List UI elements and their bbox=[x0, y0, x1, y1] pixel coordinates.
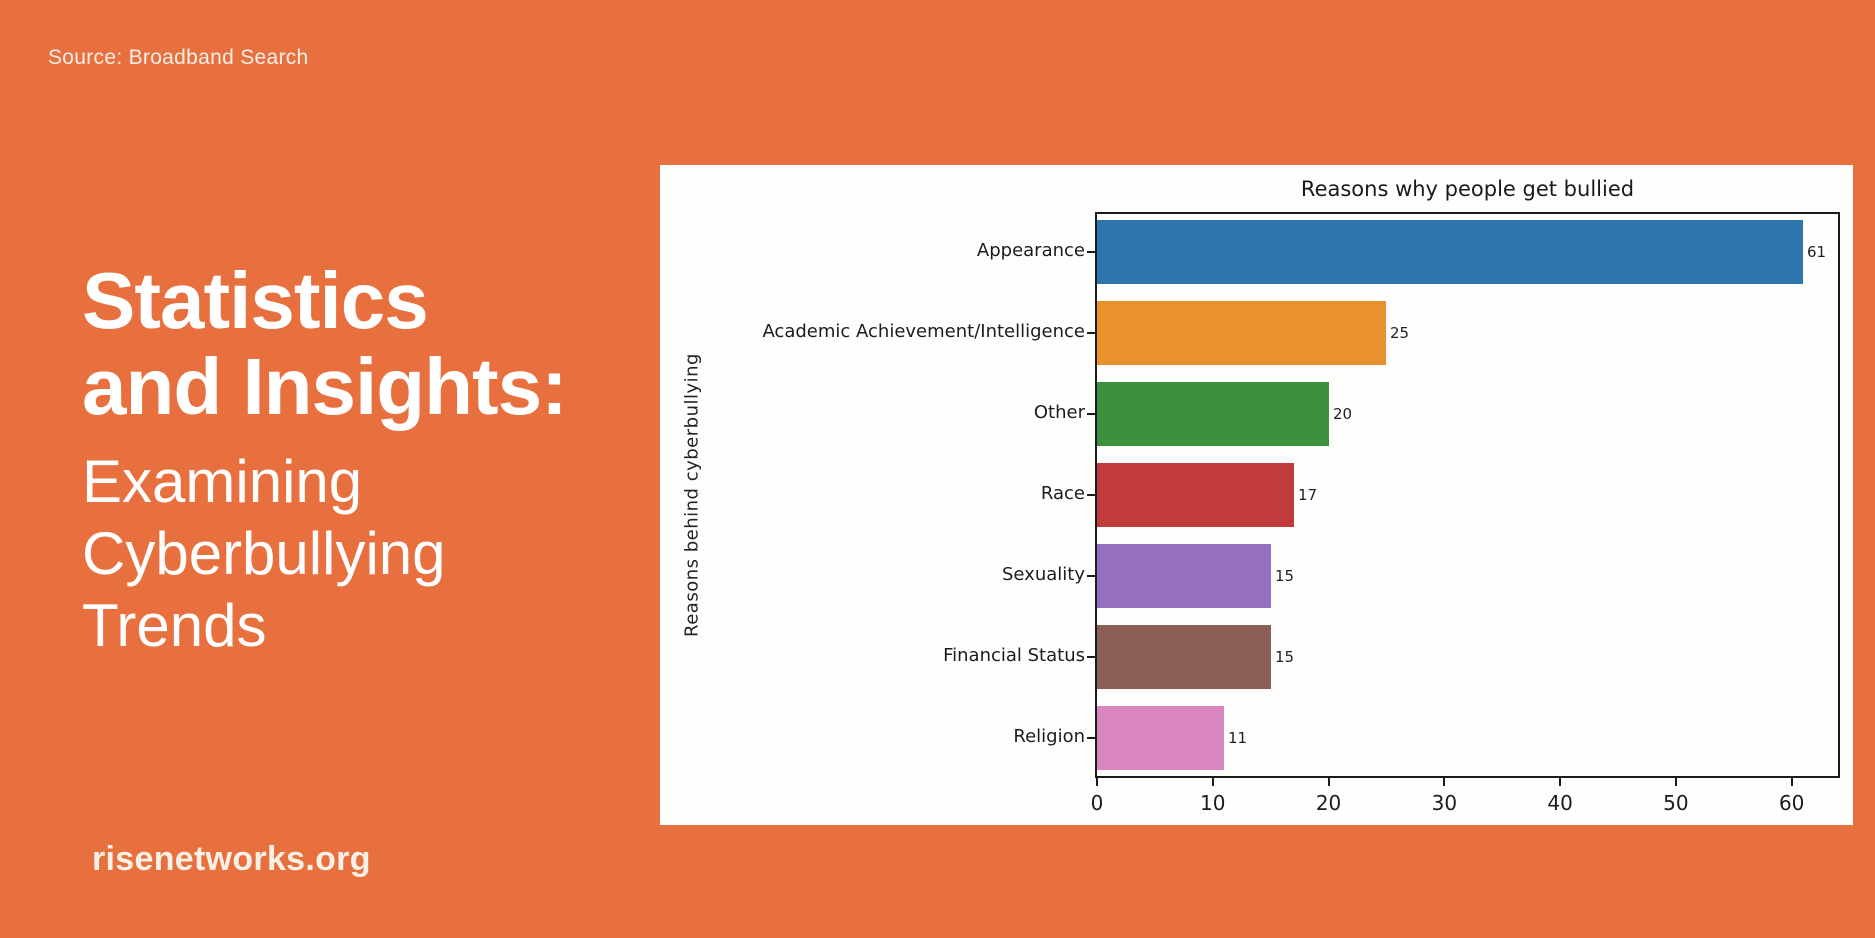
chart-card: Reasons why people get bullied Reasons b… bbox=[660, 165, 1853, 825]
category-label-academic-achievement-intelligence: Academic Achievement/Intelligence bbox=[762, 321, 1085, 343]
x-tick-30 bbox=[1443, 778, 1446, 786]
x-tick-50 bbox=[1674, 778, 1677, 786]
headline-line-2: and Insights: bbox=[82, 342, 568, 431]
category-label-financial-status: Financial Status bbox=[943, 644, 1085, 666]
y-tick-financial-status bbox=[1087, 655, 1095, 658]
headline-subtitle-block: Examining Cyberbullying Trends bbox=[82, 446, 567, 662]
x-tick-10 bbox=[1211, 778, 1214, 786]
x-tick-0 bbox=[1096, 778, 1098, 786]
x-tick-label-10: 10 bbox=[1200, 791, 1226, 815]
value-label-sexuality: 15 bbox=[1275, 566, 1295, 585]
x-tick-40 bbox=[1559, 778, 1562, 786]
chart-title: Reasons why people get bullied bbox=[1300, 177, 1635, 201]
value-label-financial-status: 15 bbox=[1275, 647, 1295, 666]
bar-appearance bbox=[1097, 220, 1803, 285]
subtitle-line-3: Trends bbox=[82, 592, 267, 659]
source-attribution: Source: Broadband Search bbox=[48, 46, 309, 69]
x-tick-label-30: 30 bbox=[1431, 791, 1458, 815]
bar-financial-status bbox=[1097, 624, 1271, 689]
category-label-religion: Religion bbox=[1013, 725, 1085, 747]
x-tick-label-0: 0 bbox=[1090, 791, 1104, 815]
poster-headline: Statistics and Insights: Examining Cyber… bbox=[82, 256, 568, 662]
subtitle-line-2: Cyberbullying bbox=[82, 520, 446, 587]
x-tick-label-20: 20 bbox=[1315, 791, 1342, 815]
x-tick-label-60: 60 bbox=[1778, 791, 1805, 815]
bar-other bbox=[1097, 382, 1329, 447]
headline-line-1: Statistics bbox=[82, 256, 429, 345]
bar-religion bbox=[1097, 705, 1224, 770]
y-tick-sexuality bbox=[1087, 574, 1095, 577]
category-label-race: Race bbox=[1040, 483, 1085, 504]
y-tick-academic-achievement-intelligence bbox=[1087, 332, 1095, 335]
headline-bold-block: Statistics and Insights: bbox=[82, 256, 568, 431]
value-label-other: 20 bbox=[1333, 405, 1353, 424]
y-tick-race bbox=[1087, 494, 1095, 496]
bar-sexuality bbox=[1097, 543, 1271, 608]
website-url: risenetworks.org bbox=[92, 840, 371, 878]
y-tick-appearance bbox=[1087, 251, 1095, 254]
y-axis-label: Reasons behind cyberbullying bbox=[681, 353, 703, 637]
category-label-appearance: Appearance bbox=[976, 240, 1085, 262]
x-tick-label-40: 40 bbox=[1547, 791, 1573, 815]
x-tick-60 bbox=[1790, 778, 1793, 786]
x-tick-label-50: 50 bbox=[1663, 791, 1689, 815]
subtitle-line-1: Examining bbox=[82, 448, 363, 515]
value-label-appearance: 61 bbox=[1807, 243, 1827, 262]
y-tick-other bbox=[1087, 413, 1095, 416]
value-label-religion: 11 bbox=[1228, 728, 1248, 747]
y-tick-religion bbox=[1087, 736, 1095, 739]
x-tick-20 bbox=[1327, 778, 1330, 786]
value-label-academic-achievement-intelligence: 25 bbox=[1390, 324, 1410, 343]
bar-academic-achievement-intelligence bbox=[1097, 301, 1386, 366]
bar-race bbox=[1097, 463, 1294, 527]
category-label-other: Other bbox=[1033, 402, 1085, 424]
category-label-sexuality: Sexuality bbox=[1002, 563, 1085, 585]
value-label-race: 17 bbox=[1298, 486, 1318, 504]
